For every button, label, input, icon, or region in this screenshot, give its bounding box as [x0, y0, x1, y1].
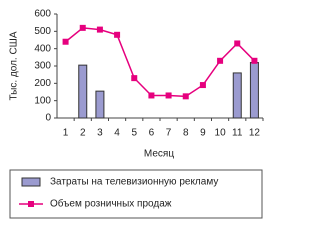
x-tick-label: 8 — [183, 128, 189, 139]
legend-symbol — [21, 177, 41, 187]
x-tick-label: 10 — [215, 128, 227, 139]
x-tick-label: 4 — [114, 128, 120, 139]
x-tick-label: 7 — [166, 128, 172, 139]
line-marker — [62, 38, 69, 45]
line-marker — [165, 92, 172, 99]
y-tick-label: 500 — [34, 26, 51, 37]
bar — [78, 64, 88, 119]
x-tick-label: 5 — [131, 128, 137, 139]
x-axis-label: Месяц — [144, 149, 174, 160]
y-tick-label: 100 — [34, 95, 51, 106]
bar — [232, 72, 242, 119]
x-tick-label: 9 — [200, 128, 206, 139]
line-marker — [217, 57, 224, 64]
y-tick-label: 400 — [34, 43, 51, 54]
line-marker — [79, 24, 86, 31]
line-marker — [182, 93, 189, 100]
legend-label: Объем розничных продаж — [50, 198, 172, 210]
line-marker — [251, 57, 258, 64]
line-marker — [199, 82, 206, 89]
x-tick-label: 12 — [249, 128, 261, 139]
y-tick-label: 0 — [45, 113, 51, 124]
legend-label: Затраты на телевизионную рекламу — [50, 177, 218, 188]
y-axis-label: Тыс. дол. США — [9, 31, 20, 100]
chart: Тыс. дол. США Месяц 0 100 200 300 400 500 600 1… — [9, 9, 264, 219]
x-tick-label: 11 — [232, 128, 243, 139]
bar — [249, 62, 259, 119]
x-tick-label: 2 — [80, 128, 86, 139]
x-tick-label: 1 — [63, 128, 69, 139]
line-marker — [96, 26, 103, 33]
legend-symbol — [28, 201, 34, 207]
line — [65, 27, 255, 98]
line-marker — [131, 75, 138, 82]
y-tick-label: 300 — [34, 61, 51, 72]
line-marker — [148, 92, 155, 99]
bar — [95, 90, 105, 119]
x-tick-label: 6 — [149, 128, 155, 139]
line-marker — [234, 40, 241, 47]
legend-box — [9, 169, 263, 219]
line-marker — [114, 31, 121, 38]
y-tick-label: 200 — [34, 78, 51, 89]
x-tick-label: 3 — [97, 128, 103, 139]
y-tick-label: 600 — [34, 9, 51, 20]
